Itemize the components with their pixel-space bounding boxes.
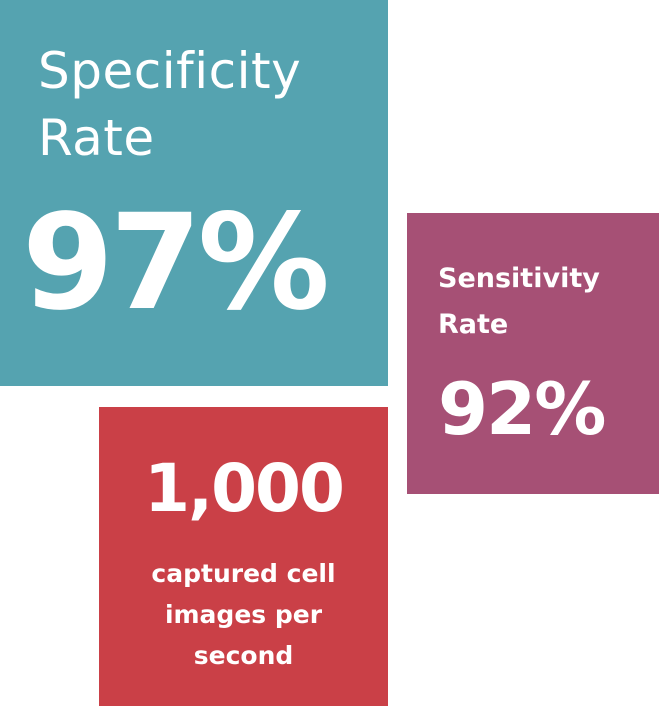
images-per-second-value: 1,000: [144, 450, 345, 527]
caption-line2: images per: [164, 600, 323, 629]
images-per-second-caption: captured cell images per second: [99, 553, 388, 676]
images-per-second-card: 1,000 captured cell images per second: [99, 407, 388, 706]
sensitivity-rate-label: Sensitivity Rate: [438, 256, 600, 348]
specificity-label-line2: Rate: [38, 109, 155, 167]
sensitivity-label-line2: Rate: [438, 309, 509, 340]
sensitivity-label-line1: Sensitivity: [438, 263, 600, 294]
specificity-rate-label: Specificity Rate: [38, 38, 301, 172]
specificity-rate-value: 97%: [22, 186, 330, 340]
specificity-rate-card: Specificity Rate 97%: [0, 0, 388, 386]
caption-line1: captured cell: [151, 559, 336, 588]
specificity-label-line1: Specificity: [38, 42, 302, 100]
caption-line3: second: [193, 641, 294, 670]
sensitivity-rate-card: Sensitivity Rate 92%: [407, 213, 659, 494]
sensitivity-rate-value: 92%: [438, 367, 606, 451]
